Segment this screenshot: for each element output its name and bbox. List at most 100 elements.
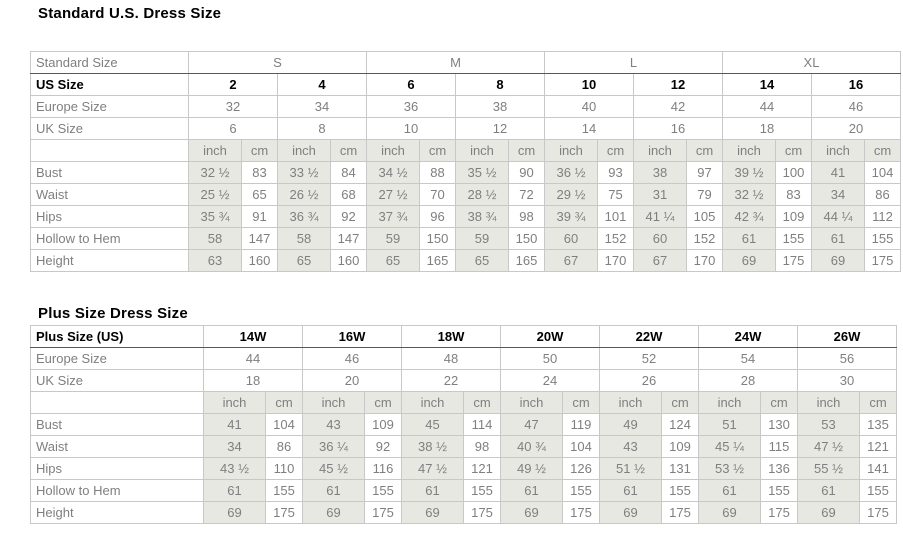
- measure-inch-cell: 37 ¾: [366, 205, 420, 228]
- size-header-row: UK Size 6 8 10 12 14 16 18 20: [30, 117, 901, 140]
- measure-cm-cell: 79: [686, 183, 723, 206]
- measure-cm-cell: 141: [859, 457, 897, 480]
- measure-inch-cell: 69: [302, 501, 365, 524]
- measure-inch-cell: 49 ½: [500, 457, 563, 480]
- size-value-cell: 4: [277, 73, 367, 96]
- size-value-cell: 26: [599, 369, 699, 392]
- unit-corner-cell: [30, 139, 189, 162]
- size-value-cell: 20: [302, 369, 402, 392]
- row-label-cell: UK Size: [30, 369, 204, 392]
- measure-cm-cell: 126: [562, 457, 600, 480]
- measure-cm-cell: 136: [760, 457, 798, 480]
- measure-cm-cell: 155: [775, 227, 812, 250]
- measure-cm-cell: 175: [265, 501, 303, 524]
- measure-cm-cell: 175: [864, 249, 901, 272]
- unit-cm-cell: cm: [265, 391, 303, 414]
- unit-inch-cell: inch: [633, 139, 687, 162]
- size-value-cell: 14: [722, 73, 812, 96]
- size-value-cell: 18W: [401, 325, 501, 348]
- unit-inch-cell: inch: [401, 391, 464, 414]
- measure-inch-cell: 69: [797, 501, 860, 524]
- measure-cm-cell: 104: [562, 435, 600, 458]
- measure-cm-cell: 150: [419, 227, 456, 250]
- measure-inch-cell: 43 ½: [203, 457, 266, 480]
- measure-inch-cell: 29 ½: [544, 183, 598, 206]
- measure-cm-cell: 84: [330, 161, 367, 184]
- measure-cm-cell: 88: [419, 161, 456, 184]
- measure-inch-cell: 38 ½: [401, 435, 464, 458]
- measure-cm-cell: 98: [508, 205, 545, 228]
- unit-inch-cell: inch: [797, 391, 860, 414]
- size-value-cell: 22: [401, 369, 501, 392]
- measure-inch-cell: 60: [544, 227, 598, 250]
- row-label-cell: Hollow to Hem: [30, 479, 204, 502]
- unit-inch-cell: inch: [722, 139, 776, 162]
- row-label-cell: Hollow to Hem: [30, 227, 189, 250]
- size-value-cell: 44: [722, 95, 812, 118]
- measurement-row: Bust 41 104 43 109 45 114 47 119 49 124 51 130 53 135: [30, 413, 897, 436]
- measure-inch-cell: 39 ¾: [544, 205, 598, 228]
- measure-cm-cell: 152: [597, 227, 634, 250]
- plus-size-table: Plus Size (US) 14W 16W 18W 20W 22W 24W 26W Europ…: [30, 325, 897, 524]
- measure-inch-cell: 61: [401, 479, 464, 502]
- size-value-cell: 20W: [500, 325, 600, 348]
- measure-inch-cell: 49: [599, 413, 662, 436]
- size-value-cell: 48: [401, 347, 501, 370]
- measure-inch-cell: 69: [401, 501, 464, 524]
- measurement-row: Waist 34 86 36 ¼ 92 38 ½ 98 40 ¾ 104 43 109 45 ¼ 115…: [30, 435, 897, 458]
- unit-header-row: inch cm inch cm inch cm inch cm inch cm inch cm inch…: [30, 139, 901, 162]
- size-value-cell: 28: [698, 369, 798, 392]
- size-value-cell: 22W: [599, 325, 699, 348]
- row-label-cell: UK Size: [30, 117, 189, 140]
- measure-inch-cell: 51 ½: [599, 457, 662, 480]
- measure-cm-cell: 104: [265, 413, 303, 436]
- size-group-cell: S: [188, 51, 367, 74]
- measure-inch-cell: 61: [797, 479, 860, 502]
- measure-inch-cell: 47 ½: [797, 435, 860, 458]
- measure-cm-cell: 100: [775, 161, 812, 184]
- measure-cm-cell: 175: [562, 501, 600, 524]
- size-group-cell: XL: [722, 51, 901, 74]
- size-value-cell: 30: [797, 369, 897, 392]
- size-value-cell: 16: [811, 73, 901, 96]
- unit-cm-cell: cm: [364, 391, 402, 414]
- unit-cm-cell: cm: [597, 139, 634, 162]
- size-value-cell: 32: [188, 95, 278, 118]
- measure-cm-cell: 160: [241, 249, 278, 272]
- measure-cm-cell: 165: [419, 249, 456, 272]
- measure-cm-cell: 86: [864, 183, 901, 206]
- measure-cm-cell: 97: [686, 161, 723, 184]
- measure-cm-cell: 175: [661, 501, 699, 524]
- measure-cm-cell: 170: [597, 249, 634, 272]
- measure-cm-cell: 152: [686, 227, 723, 250]
- measure-cm-cell: 65: [241, 183, 278, 206]
- size-group-cell: L: [544, 51, 723, 74]
- measure-inch-cell: 65: [366, 249, 420, 272]
- measure-inch-cell: 47: [500, 413, 563, 436]
- measure-cm-cell: 83: [241, 161, 278, 184]
- measure-inch-cell: 59: [366, 227, 420, 250]
- unit-cm-cell: cm: [562, 391, 600, 414]
- unit-inch-cell: inch: [302, 391, 365, 414]
- measure-inch-cell: 31: [633, 183, 687, 206]
- size-value-cell: 24: [500, 369, 600, 392]
- size-header-row: Europe Size 44 46 48 50 52 54 56: [30, 347, 897, 370]
- measurement-row: Hips 43 ½ 110 45 ½ 116 47 ½ 121 49 ½ 126 51 ½ 131 5…: [30, 457, 897, 480]
- measure-inch-cell: 36 ½: [544, 161, 598, 184]
- measure-inch-cell: 38: [633, 161, 687, 184]
- row-label-cell: Waist: [30, 183, 189, 206]
- standard-size-table: Standard Size S M L XL US Size 2 4 6 8 10 12 14 16 Eur…: [30, 51, 901, 272]
- measure-inch-cell: 42 ¾: [722, 205, 776, 228]
- measure-inch-cell: 59: [455, 227, 509, 250]
- size-value-cell: 16W: [302, 325, 402, 348]
- unit-header-row: inch cm inch cm inch cm inch cm inch cm inch cm inch…: [30, 391, 897, 414]
- measure-inch-cell: 55 ½: [797, 457, 860, 480]
- measure-cm-cell: 109: [364, 413, 402, 436]
- row-label-cell: Height: [30, 501, 204, 524]
- measure-inch-cell: 61: [302, 479, 365, 502]
- size-value-cell: 2: [188, 73, 278, 96]
- measurement-row: Bust 32 ½ 83 33 ½ 84 34 ½ 88 35 ½ 90 36 ½ 93 38 97 39…: [30, 161, 901, 184]
- measure-inch-cell: 34: [811, 183, 865, 206]
- measure-cm-cell: 147: [241, 227, 278, 250]
- measure-cm-cell: 93: [597, 161, 634, 184]
